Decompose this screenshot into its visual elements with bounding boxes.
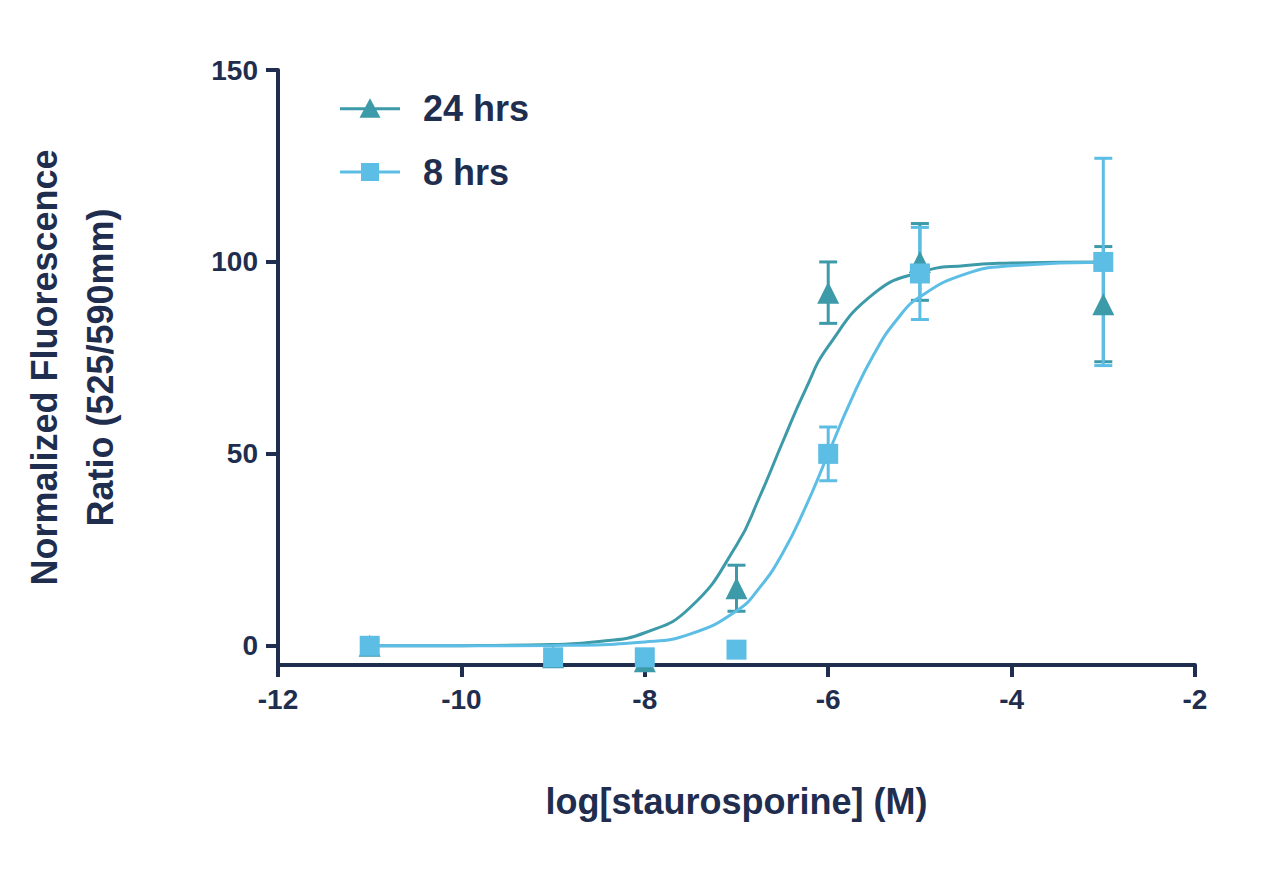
svg-text:-12: -12 bbox=[258, 684, 298, 715]
svg-text:-4: -4 bbox=[999, 684, 1024, 715]
svg-text:0: 0 bbox=[242, 630, 258, 661]
svg-text:100: 100 bbox=[211, 246, 258, 277]
svg-text:50: 50 bbox=[227, 438, 258, 469]
svg-text:-8: -8 bbox=[632, 684, 657, 715]
svg-text:log[staurosporine] (M): log[staurosporine] (M) bbox=[546, 781, 928, 822]
svg-text:8 hrs: 8 hrs bbox=[423, 152, 509, 193]
svg-text:Ratio (525/590mm): Ratio (525/590mm) bbox=[80, 208, 121, 526]
svg-text:Normalized Fluorescence: Normalized Fluorescence bbox=[24, 149, 65, 585]
svg-text:24 hrs: 24 hrs bbox=[423, 88, 529, 129]
svg-text:-2: -2 bbox=[1183, 684, 1208, 715]
svg-text:-6: -6 bbox=[816, 684, 841, 715]
svg-text:150: 150 bbox=[211, 55, 258, 86]
svg-text:-10: -10 bbox=[441, 684, 481, 715]
